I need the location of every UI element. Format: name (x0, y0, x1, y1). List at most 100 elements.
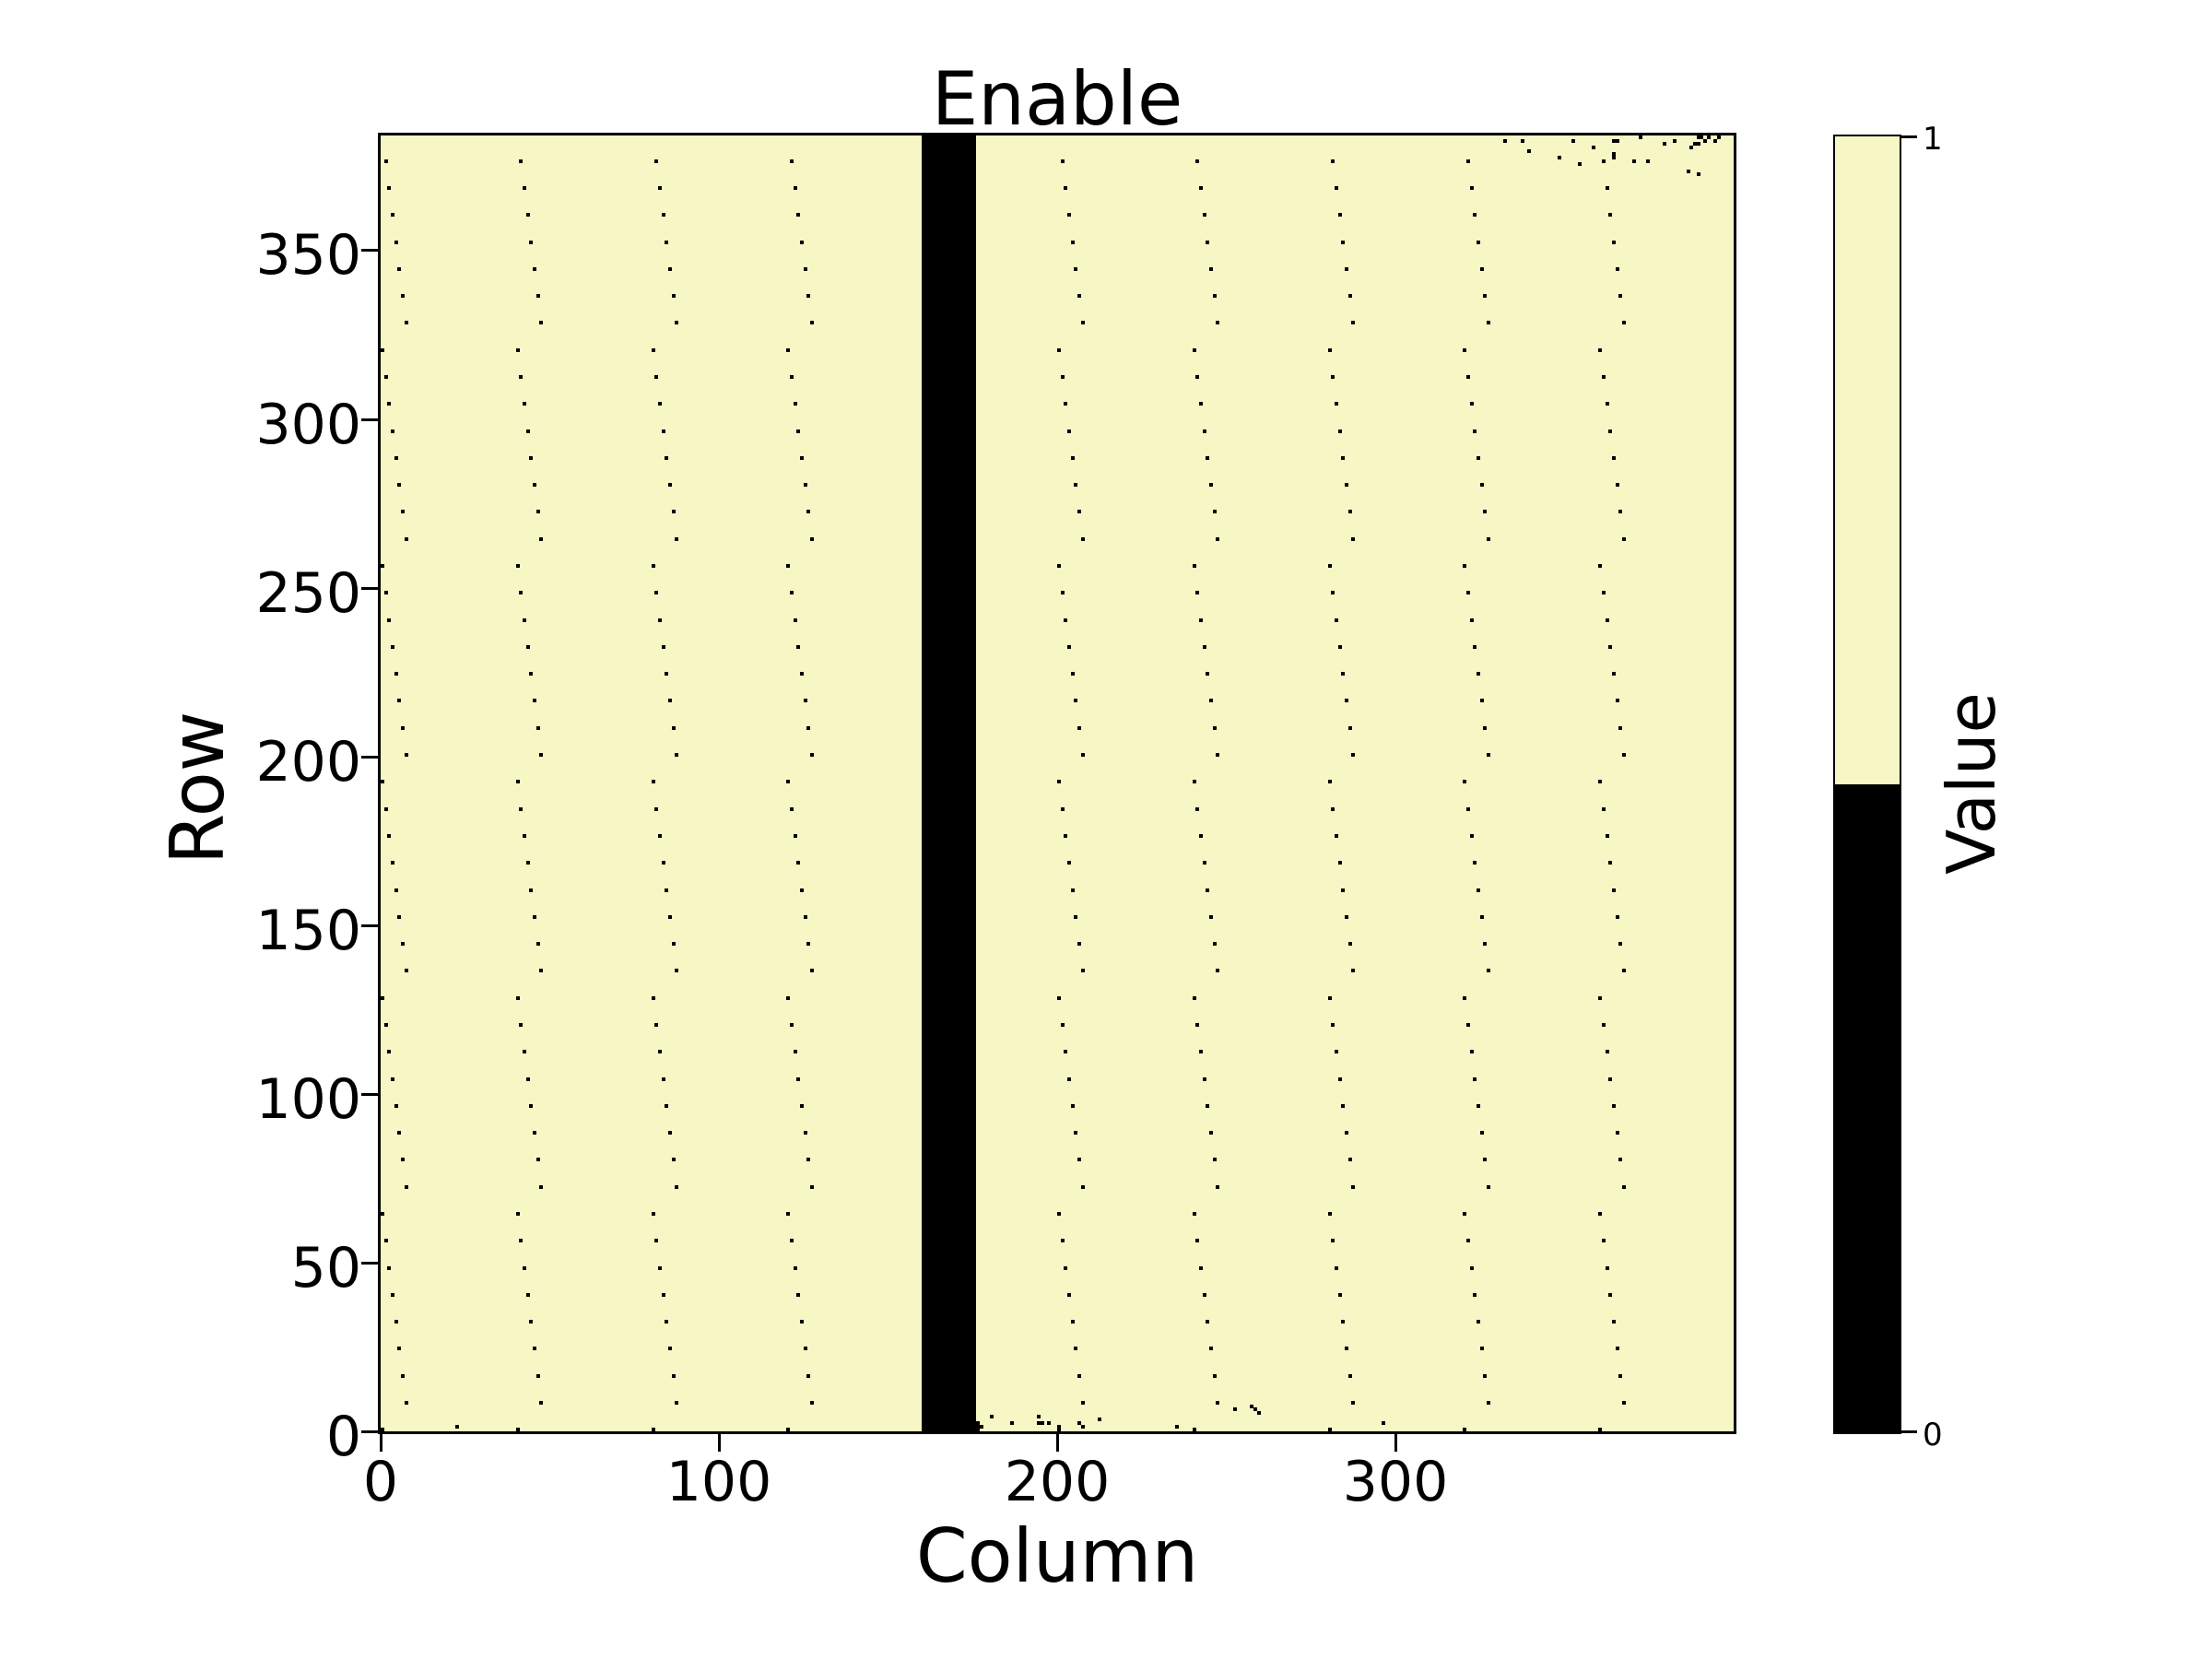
x-axis-label: Column (915, 1513, 1199, 1599)
disabled-pixel (942, 1373, 947, 1378)
disabled-pixel (404, 969, 408, 973)
disabled-pixel (1341, 1320, 1346, 1324)
disabled-pixel (533, 1131, 537, 1135)
disabled-pixel (1070, 1320, 1075, 1324)
disabled-pixel (1487, 1401, 1491, 1406)
disabled-pixel (539, 536, 544, 541)
disabled-pixel (1347, 294, 1352, 299)
disabled-pixel (539, 969, 544, 973)
disabled-pixel (529, 672, 534, 677)
y-tick-label: 100 (255, 1066, 361, 1132)
disabled-pixel (1341, 240, 1346, 244)
disabled-pixel (533, 699, 537, 703)
disabled-pixel (1060, 591, 1065, 595)
disabled-pixel (932, 1292, 936, 1297)
disabled-pixel (1199, 185, 1204, 190)
disabled-pixel (1639, 135, 1643, 139)
disabled-pixel (1077, 1421, 1082, 1426)
disabled-pixel (1611, 888, 1616, 892)
disabled-pixel (1209, 1347, 1214, 1351)
disabled-pixel (533, 1347, 537, 1351)
disabled-pixel (533, 483, 537, 488)
disabled-pixel (1598, 995, 1603, 1000)
disabled-pixel (932, 213, 936, 218)
disabled-pixel (1712, 138, 1717, 143)
disabled-pixel (1601, 374, 1606, 379)
disabled-pixel (404, 753, 408, 758)
disabled-pixel (1341, 888, 1346, 892)
disabled-pixel (810, 1184, 815, 1189)
disabled-pixel (1696, 172, 1700, 177)
disabled-pixel (1621, 969, 1626, 973)
disabled-pixel (1064, 833, 1068, 838)
disabled-pixel (523, 185, 527, 190)
disabled-pixel (945, 536, 949, 541)
disabled-pixel (1327, 347, 1332, 352)
disabled-pixel (1337, 429, 1342, 433)
disabled-pixel (1611, 455, 1616, 460)
disabled-pixel (806, 510, 811, 514)
disabled-pixel (397, 699, 402, 703)
disabled-pixel (1202, 429, 1206, 433)
disabled-pixel (924, 591, 929, 595)
disabled-pixel (1209, 483, 1214, 488)
disabled-pixel (1615, 1131, 1619, 1135)
disabled-pixel (1591, 145, 1595, 149)
colorbar-tick-label-1: 1 (1923, 121, 1943, 158)
disabled-pixel (1067, 861, 1071, 865)
disabled-pixel (1700, 135, 1704, 139)
disabled-pixel (1067, 429, 1071, 433)
disabled-pixel (1216, 753, 1220, 758)
disabled-pixel (1601, 806, 1606, 811)
disabled-pixel (525, 213, 530, 218)
disabled-pixel (665, 672, 669, 677)
disabled-pixel (806, 1373, 811, 1378)
disabled-pixel (654, 374, 659, 379)
disabled-pixel (1344, 699, 1348, 703)
disabled-pixel (786, 347, 791, 352)
disabled-pixel (1209, 266, 1214, 271)
disabled-pixel (1466, 159, 1471, 163)
disabled-pixel (800, 888, 805, 892)
disabled-pixel (1036, 1414, 1041, 1418)
disabled-pixel (1473, 644, 1477, 649)
disabled-pixel (1696, 135, 1700, 139)
disabled-pixel (397, 1131, 402, 1135)
disabled-pixel (1631, 159, 1636, 163)
disabled-pixel (651, 1428, 655, 1431)
disabled-pixel (1334, 618, 1338, 622)
disabled-pixel (519, 159, 524, 163)
disabled-pixel (1080, 1424, 1085, 1429)
disabled-pixel (529, 888, 534, 892)
disabled-pixel (391, 429, 394, 433)
disabled-pixel (1615, 483, 1619, 488)
disabled-pixel (525, 1292, 530, 1297)
disabled-pixel (1662, 142, 1666, 147)
disabled-pixel (671, 294, 676, 299)
disabled-pixel (935, 1103, 939, 1108)
disabled-pixel (800, 1320, 805, 1324)
disabled-pixel (1466, 1239, 1471, 1243)
disabled-pixel (810, 969, 815, 973)
disabled-pixel (1351, 1184, 1356, 1189)
disabled-pixel (1706, 135, 1711, 139)
disabled-pixel (1487, 1184, 1491, 1189)
disabled-pixel (675, 969, 679, 973)
disabled-pixel (945, 1401, 949, 1406)
disabled-pixel (1064, 618, 1068, 622)
disabled-pixel (1605, 402, 1609, 406)
disabled-pixel (1199, 618, 1204, 622)
disabled-pixel (979, 1424, 983, 1429)
disabled-pixel (529, 1103, 534, 1108)
x-tick-label: 300 (1342, 1450, 1449, 1514)
disabled-pixel (401, 725, 406, 730)
disabled-pixel (1473, 429, 1477, 433)
disabled-pixel (1331, 1022, 1335, 1027)
disabled-pixel (924, 1022, 929, 1027)
disabled-pixel (1615, 699, 1619, 703)
disabled-pixel (1621, 536, 1626, 541)
disabled-pixel (1057, 564, 1061, 568)
disabled-pixel (394, 240, 398, 244)
disabled-pixel (803, 1347, 807, 1351)
disabled-pixel (525, 861, 530, 865)
